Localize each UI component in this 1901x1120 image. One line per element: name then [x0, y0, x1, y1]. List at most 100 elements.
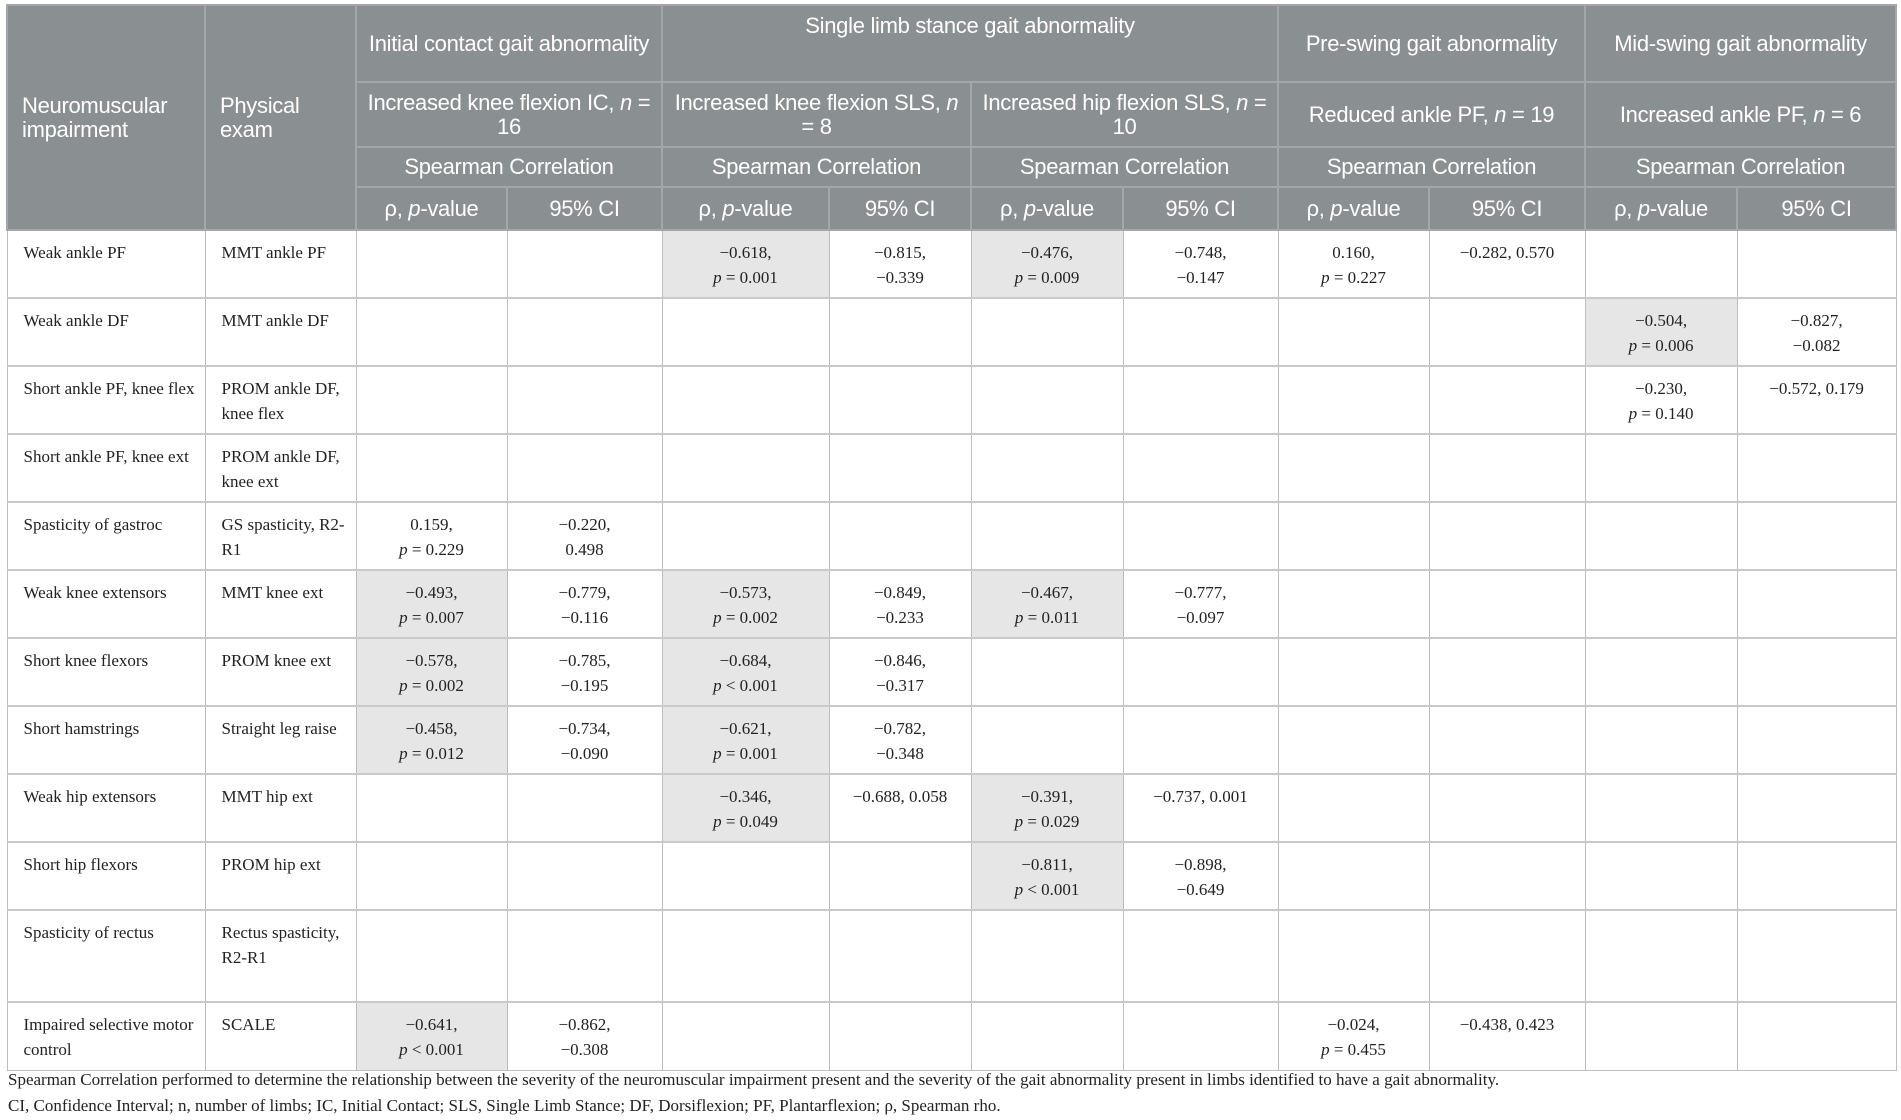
rho-p-cell	[1584, 501, 1738, 571]
impairment-cell: Short ankle PF, knee flex	[6, 365, 206, 435]
p-label: p	[1330, 195, 1343, 221]
ci-value: −0.849,	[873, 583, 927, 602]
rho-p-cell	[1277, 773, 1430, 843]
subgroup-label: Increased ankle PF,	[1619, 101, 1808, 127]
rho-p-cell	[661, 433, 830, 503]
p-value: p = 0.009	[978, 265, 1117, 290]
table-row: Spasticity of gastroc GS spasticity, R2-R…	[6, 501, 1897, 571]
p-value: p = 0.227	[1285, 265, 1423, 290]
p-suffix: -value	[734, 195, 793, 221]
rho-p-cell	[1584, 773, 1738, 843]
table-row: Impaired selective motor control SCALE −0.…	[6, 1001, 1897, 1071]
header-method: Spearman Correlation	[355, 146, 663, 188]
p-text: = 0.227	[1333, 268, 1386, 287]
p-value: p = 0.007	[363, 605, 501, 630]
p-text: = 0.002	[725, 608, 778, 627]
ci-cell	[828, 1001, 972, 1071]
subgroup-label: Increased hip flexion SLS,	[982, 89, 1231, 115]
rho-p-cell: −0.618, p = 0.001	[661, 229, 830, 299]
rho-p-cell	[1277, 637, 1430, 707]
rho-value: −0.811,	[1021, 855, 1073, 874]
header-subgroup: Increased knee flexion IC, n = 16	[355, 81, 663, 148]
ci-cell	[1122, 297, 1279, 367]
exam-cell: Straight leg raise	[204, 705, 357, 775]
ci-cell: −0.846, −0.317	[828, 637, 972, 707]
header-impairment: Neuromuscular impairment	[6, 4, 206, 231]
p-text: = 0.455	[1333, 1040, 1386, 1059]
rho-p-cell	[1277, 501, 1430, 571]
impairment-cell: Impaired selective motor control	[6, 1001, 206, 1071]
ci-value: −0.785,	[558, 651, 611, 670]
ci-cell	[1122, 909, 1279, 1003]
header-rho-p: ρ, p-value	[355, 186, 508, 231]
p-symbol: p	[399, 1040, 408, 1059]
impairment-cell: Short hip flexors	[6, 841, 206, 911]
p-symbol: p	[713, 676, 722, 695]
ci-cell: −0.898, −0.649	[1122, 841, 1279, 911]
p-text: = 0.007	[411, 608, 464, 627]
impairment-cell: Weak hip extensors	[6, 773, 206, 843]
ci-value: −0.220,	[558, 515, 611, 534]
exam-cell: GS spasticity, R2-R1	[204, 501, 357, 571]
table-row: Short knee flexors PROM knee ext −0.578, p …	[6, 637, 1897, 707]
rho-p-cell	[1584, 705, 1738, 775]
p-value: p = 0.002	[669, 605, 823, 630]
header-method: Spearman Correlation	[1277, 146, 1587, 188]
header-ci: 95% CI	[1736, 186, 1898, 231]
rho-p-cell	[355, 365, 508, 435]
subgroup-n: = 8	[801, 113, 832, 139]
p-symbol: p	[713, 268, 722, 287]
ci-cell	[1736, 569, 1897, 639]
p-text: = 0.006	[1641, 336, 1694, 355]
rho-p-cell: −0.024, p = 0.455	[1277, 1001, 1430, 1071]
header-ci: 95% CI	[506, 186, 663, 231]
rho-p-cell: −0.504, p = 0.006	[1584, 297, 1738, 367]
rho-p-cell	[1277, 297, 1430, 367]
ci-cell	[1122, 1001, 1279, 1071]
table-body: Weak ankle PF MMT ankle PF −0.618, p = 0.00…	[6, 229, 1897, 1071]
p-suffix: -value	[420, 195, 479, 221]
ci-value: −0.748,	[1174, 243, 1227, 262]
ci-value: 0.498	[565, 540, 604, 559]
ci-cell: −0.748, −0.147	[1122, 229, 1279, 299]
p-value: p = 0.011	[978, 605, 1117, 630]
ci-cell	[1122, 365, 1279, 435]
exam-cell: SCALE	[204, 1001, 357, 1071]
header-method: Spearman Correlation	[969, 146, 1280, 188]
p-value: p = 0.001	[669, 741, 823, 766]
impairment-cell: Short hamstrings	[6, 705, 206, 775]
table-row: Short hamstrings Straight leg raise −0.458…	[6, 705, 1897, 775]
rho-p-cell	[1584, 229, 1738, 299]
p-value: p < 0.001	[363, 1037, 501, 1062]
rho-p-cell: −0.230, p = 0.140	[1584, 365, 1738, 435]
rho-p-cell	[355, 909, 508, 1003]
p-value: p < 0.001	[978, 877, 1117, 902]
p-symbol: p	[1628, 336, 1638, 355]
p-value: p = 0.229	[363, 537, 501, 562]
ci-value: −0.734,	[558, 719, 611, 738]
ci-cell	[828, 909, 972, 1003]
ci-cell	[1122, 637, 1279, 707]
rho-p-cell: −0.493, p = 0.007	[355, 569, 508, 639]
rho-p-cell: −0.684, p < 0.001	[661, 637, 830, 707]
rho-p-cell	[1584, 1001, 1738, 1071]
ci-cell: −0.688, 0.058	[828, 773, 972, 843]
ci-cell: −0.815, −0.339	[828, 229, 972, 299]
exam-cell: PROM knee ext	[204, 637, 357, 707]
impairment-cell: Weak ankle DF	[6, 297, 206, 367]
header-subgroup: Increased ankle PF, n = 6	[1584, 81, 1898, 148]
p-suffix: -value	[1649, 195, 1708, 221]
subgroup-label: Reduced ankle PF,	[1308, 101, 1489, 127]
p-value: p = 0.001	[669, 265, 823, 290]
exam-cell: PROM ankle DF, knee ext	[204, 433, 357, 503]
ci-cell	[1736, 909, 1897, 1003]
rho-p-cell	[970, 1001, 1124, 1071]
rho-value: −0.391,	[1020, 787, 1074, 806]
rho-p-cell	[661, 841, 830, 911]
ci-value: −0.116	[560, 608, 609, 627]
ci-cell	[1428, 501, 1586, 571]
rho-value: −0.476,	[1020, 243, 1074, 262]
ci-cell	[506, 909, 663, 1003]
rho-p-cell	[661, 501, 830, 571]
p-text: = 0.049	[725, 812, 778, 831]
